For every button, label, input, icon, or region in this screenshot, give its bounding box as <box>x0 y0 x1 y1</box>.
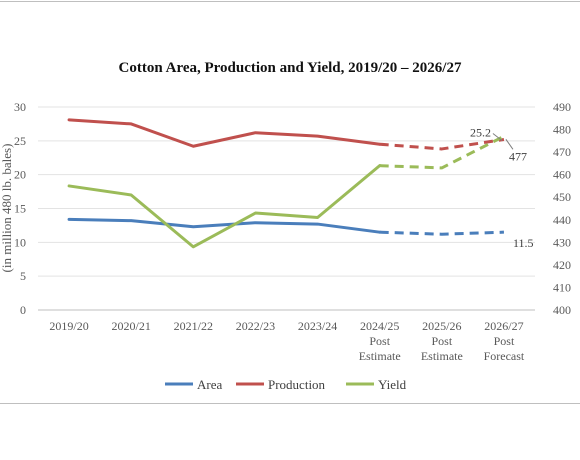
leader-line <box>492 133 503 141</box>
legend-label-production: Production <box>268 377 326 392</box>
gridlines <box>38 106 535 311</box>
y-tick-right: 400 <box>553 303 571 317</box>
x-tick-line: 2025/26 <box>422 319 461 333</box>
series-line-yield <box>67 164 382 249</box>
x-tick-line: 2023/24 <box>298 319 337 333</box>
x-tick-line: 2019/20 <box>49 319 88 333</box>
x-tick-label: 2024/25 Post Estimate <box>359 319 401 363</box>
x-tick-line: Estimate <box>421 349 463 363</box>
x-tick-label: 2019/20 <box>49 319 88 333</box>
y-tick-left: 5 <box>20 269 26 283</box>
x-tick-line: Forecast <box>484 349 525 363</box>
series-forecast-line-production <box>379 137 505 151</box>
annotations: 25.2 477 11.5 <box>470 125 534 250</box>
x-tick-label: 2022/23 <box>236 319 275 333</box>
x-tick-label: 2023/24 <box>298 319 337 333</box>
y-tick-right: 410 <box>553 280 571 294</box>
leader-line <box>505 139 514 150</box>
series-line-production <box>67 118 382 148</box>
x-tick-line: Post <box>494 334 515 348</box>
series-line-area <box>67 217 382 234</box>
y-tick-right: 490 <box>553 100 571 114</box>
data-label-yield: 477 <box>509 149 527 163</box>
y-tick-left: 10 <box>14 235 26 249</box>
x-tick-line: 2022/23 <box>236 319 275 333</box>
y-tick-left: 25 <box>14 134 26 148</box>
x-axis-ticks: 2019/20 2020/21 2021/22 2022/23 2023/24 2024/… <box>49 319 525 363</box>
y-tick-right: 430 <box>553 235 571 249</box>
x-tick-line: 2026/27 <box>484 319 523 333</box>
chart-title: Cotton Area, Production and Yield, 2019/… <box>119 60 462 76</box>
y-tick-right: 470 <box>553 145 571 159</box>
x-tick-line: 2020/21 <box>112 319 151 333</box>
data-label-production: 25.2 <box>470 125 491 139</box>
x-tick-line: Post <box>369 334 390 348</box>
bottom-rule <box>0 403 580 404</box>
y-tick-left: 20 <box>14 168 26 182</box>
x-tick-label: 2021/22 <box>174 319 213 333</box>
y-tick-left: 15 <box>14 202 26 216</box>
y-tick-left: 0 <box>20 303 26 317</box>
legend: Area Production Yield <box>165 377 407 392</box>
legend-label-area: Area <box>197 377 222 392</box>
x-tick-label: 2026/27 Post Forecast <box>484 319 525 363</box>
data-label-area: 11.5 <box>513 236 534 250</box>
y-tick-left: 30 <box>14 100 26 114</box>
y-tick-right: 480 <box>553 123 571 137</box>
x-tick-label: 2020/21 <box>112 319 151 333</box>
series-forecast-line-yield <box>379 134 505 170</box>
x-tick-line: Post <box>431 334 452 348</box>
y-tick-right: 450 <box>553 190 571 204</box>
x-tick-line: 2021/22 <box>174 319 213 333</box>
series-lines <box>67 118 505 249</box>
legend-label-yield: Yield <box>378 377 407 392</box>
y-tick-right: 460 <box>553 168 571 182</box>
y-axis-label-left: (in million 480 lb. bales) <box>0 144 14 273</box>
right-axis-ticks: 400 410 420 430 440 450 460 470 480 490 <box>553 100 571 317</box>
x-tick-label: 2025/26 Post Estimate <box>421 319 463 363</box>
left-axis-ticks: 0 5 10 15 20 25 30 <box>14 100 26 317</box>
top-rule <box>0 1 580 2</box>
series-forecast-line-area <box>379 230 504 236</box>
x-tick-line: Estimate <box>359 349 401 363</box>
x-tick-line: 2024/25 <box>360 319 399 333</box>
y-tick-right: 420 <box>553 258 571 272</box>
y-tick-right: 440 <box>553 213 571 227</box>
